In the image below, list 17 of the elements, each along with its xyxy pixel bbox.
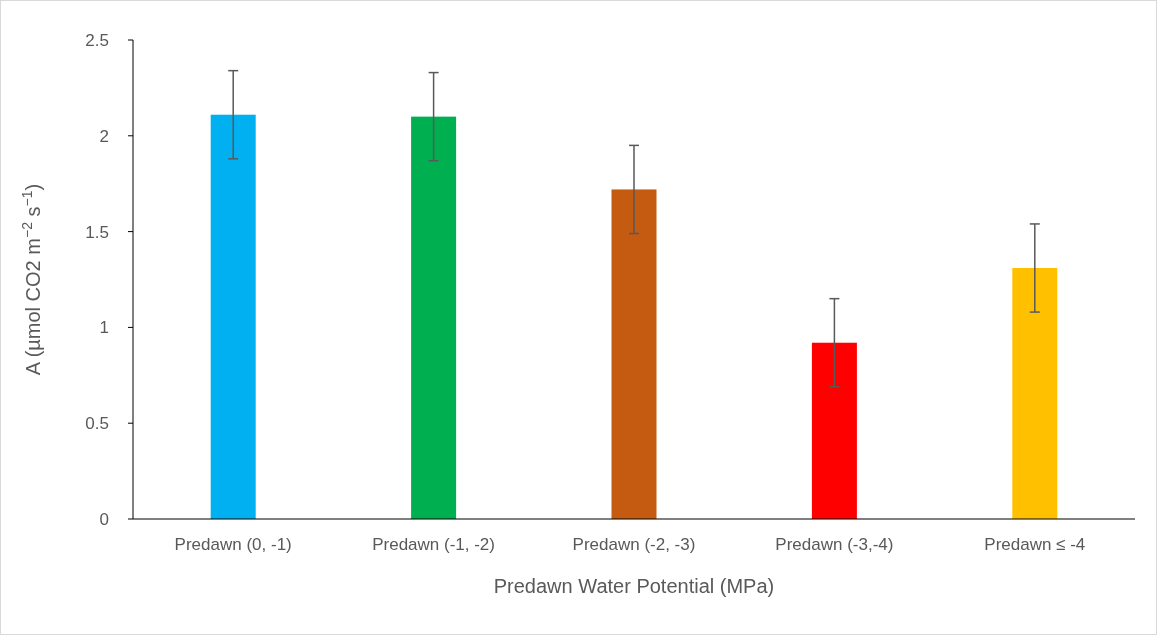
bar — [611, 189, 657, 519]
x-tick-label: Predawn (-3,-4) — [775, 535, 894, 554]
x-axis-title: Predawn Water Potential (MPa) — [493, 575, 775, 597]
bar — [210, 114, 256, 519]
y-tick-label: 1.5 — [85, 222, 109, 242]
y-tick-label: 2.5 — [85, 30, 109, 50]
x-tick-label: Predawn ≤ -4 — [984, 535, 1086, 554]
x-tick-label: Predawn (0, -1) — [174, 535, 292, 554]
bar — [1012, 268, 1058, 519]
x-tick-label: Predawn (-2, -3) — [572, 535, 696, 554]
y-tick-label: 2 — [99, 126, 109, 146]
y-tick-label: 0.5 — [85, 414, 109, 434]
bar — [811, 342, 857, 519]
y-tick-label: 1 — [99, 318, 109, 338]
bar — [411, 116, 457, 519]
y-tick-label: 0 — [99, 509, 109, 529]
x-tick-label: Predawn (-1, -2) — [372, 535, 496, 554]
